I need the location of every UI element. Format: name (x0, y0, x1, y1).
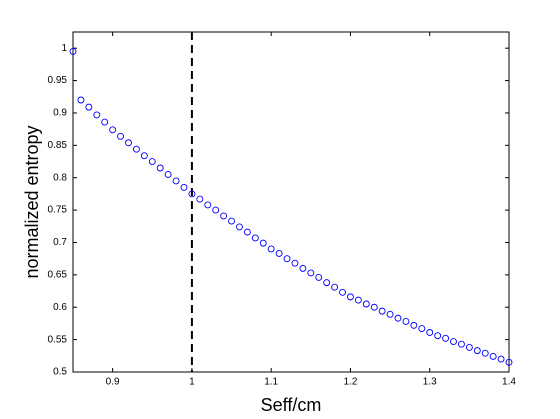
y-tick-label: 0.65 (48, 269, 68, 280)
point (243, 228, 251, 236)
x-axis-label: Seff/cm (261, 395, 322, 415)
point (402, 318, 410, 325)
point (117, 132, 125, 140)
point (204, 201, 212, 209)
point (220, 212, 228, 220)
point (505, 358, 513, 366)
y-tick-label: 0.5 (53, 367, 67, 378)
point (236, 223, 243, 231)
y-tick-label: 0.55 (48, 334, 68, 345)
x-tick-label: 0.9 (106, 377, 120, 388)
point (228, 217, 235, 225)
point (307, 269, 315, 277)
x-tick-label: 1 (189, 377, 195, 388)
point (283, 255, 291, 263)
point (378, 307, 386, 315)
point (267, 245, 275, 253)
x-tick-label: 1.3 (423, 377, 437, 388)
y-tick-label: 0.75 (48, 205, 68, 216)
point (370, 303, 378, 311)
point (497, 355, 505, 363)
point (101, 118, 109, 126)
point (465, 343, 473, 351)
point (109, 126, 117, 134)
point (93, 111, 101, 119)
point (418, 325, 426, 333)
point (132, 145, 140, 153)
point (354, 296, 362, 304)
y-tick-label: 0.85 (48, 140, 68, 151)
point (291, 259, 299, 267)
point (212, 206, 220, 214)
y-tick-label: 0.95 (48, 75, 68, 86)
point (156, 164, 164, 172)
x-tick-label: 1.2 (344, 377, 358, 388)
point (323, 279, 331, 287)
point (85, 103, 93, 111)
point (362, 300, 370, 308)
point (77, 96, 85, 104)
point (140, 152, 148, 160)
point (148, 158, 156, 165)
point (481, 349, 489, 357)
y-tick-label: 1 (61, 43, 67, 54)
y-tick-label: 0.6 (53, 302, 67, 313)
point (315, 273, 323, 281)
point (394, 314, 402, 322)
y-tick-label: 0.9 (53, 108, 67, 119)
point (172, 177, 180, 185)
x-tick-label: 1.1 (264, 377, 278, 388)
point (410, 321, 418, 329)
y-tick-label: 0.7 (53, 237, 67, 248)
point (442, 334, 450, 342)
point (426, 329, 434, 336)
point (331, 283, 339, 291)
y-axis-label: normalized entropy (22, 125, 42, 278)
point (164, 171, 172, 178)
point (125, 139, 132, 147)
point (180, 183, 188, 191)
point (188, 190, 196, 198)
point (450, 338, 457, 346)
point (259, 239, 267, 247)
point (489, 353, 497, 360)
y-tick-label: 0.8 (53, 172, 67, 183)
point (196, 195, 204, 203)
point (69, 47, 77, 55)
plot-frame (72, 31, 510, 373)
point (473, 347, 481, 355)
point (251, 234, 259, 242)
point (339, 288, 346, 296)
point (457, 340, 465, 348)
point (299, 264, 307, 272)
point (434, 332, 442, 340)
x-tick-label: 1.4 (502, 377, 516, 388)
point (386, 310, 394, 318)
point (275, 250, 283, 257)
point (347, 293, 354, 301)
